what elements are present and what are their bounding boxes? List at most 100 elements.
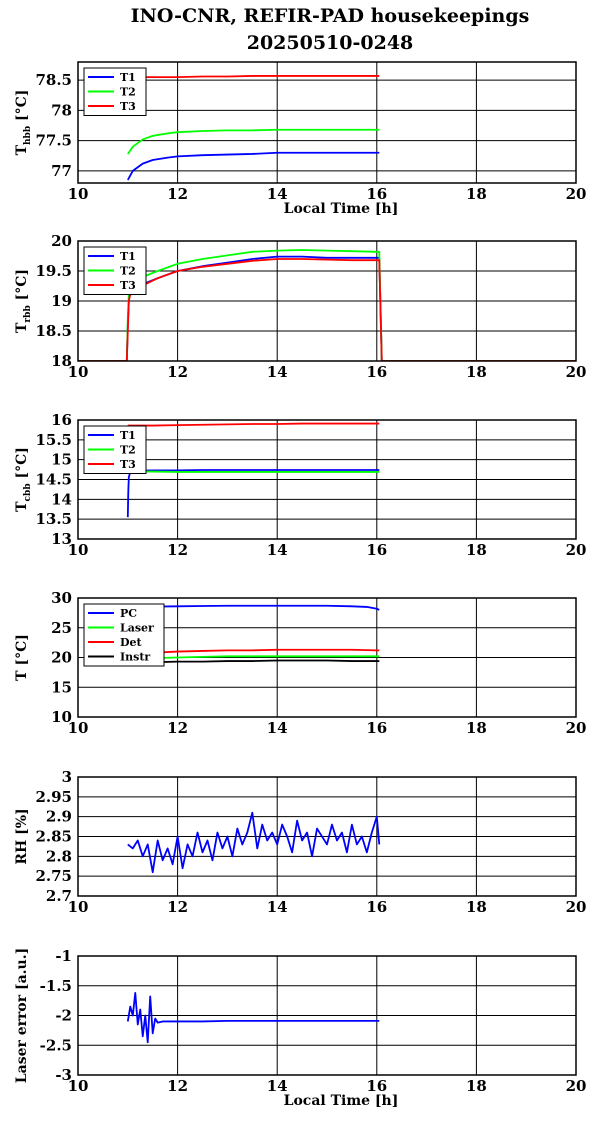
x-tick-label: 10 bbox=[68, 719, 89, 737]
x-tick-label: 20 bbox=[566, 363, 587, 381]
x-tick-label: 20 bbox=[566, 1077, 587, 1095]
plot-frame bbox=[77, 419, 577, 540]
x-tick-label: 12 bbox=[167, 363, 188, 381]
series-line-laser bbox=[127, 655, 380, 660]
y-tick-label: 15.5 bbox=[35, 431, 72, 449]
y-tick-label: 16 bbox=[51, 411, 72, 429]
series-line-instr bbox=[127, 659, 380, 664]
chart-panel-6: 10 12 14 16 18 20 -3 -2.5 -2 -1.5 -1 Laser error [a… bbox=[14, 947, 586, 1109]
legend-label: T2 bbox=[120, 444, 136, 457]
y-tick-label: 13.5 bbox=[35, 510, 72, 528]
y-axis-label: Laser error [a.u.] bbox=[14, 948, 30, 1083]
x-tick-label: 18 bbox=[466, 363, 487, 381]
x-tick-label: 18 bbox=[466, 185, 487, 203]
y-tick-label: -1.5 bbox=[40, 977, 72, 995]
plot-frame bbox=[77, 955, 577, 1076]
y-tick-label: 19.5 bbox=[35, 262, 72, 280]
plot-frame bbox=[77, 597, 577, 718]
y-axis-label: Thbb [°C] bbox=[14, 90, 33, 156]
x-tick-label: 12 bbox=[167, 541, 188, 559]
y-axis-label: RH [%] bbox=[14, 808, 30, 864]
y-tick-label: 77.5 bbox=[35, 132, 72, 150]
y-tick-label: 10 bbox=[51, 708, 72, 726]
series-group bbox=[127, 75, 380, 181]
y-tick-label: 2.75 bbox=[35, 867, 72, 885]
legend-label: T1 bbox=[120, 71, 136, 84]
y-tick-label: 15 bbox=[51, 678, 72, 696]
series-line-pc bbox=[127, 604, 380, 611]
y-tick-label: 14.5 bbox=[35, 471, 72, 489]
y-axis-label: Trbb [°C] bbox=[14, 269, 33, 333]
y-tick-label: 19 bbox=[51, 292, 72, 310]
x-tick-label: 10 bbox=[68, 1077, 89, 1095]
series-group bbox=[126, 991, 380, 1044]
series-line-t3 bbox=[78, 258, 576, 361]
x-tick-label: 14 bbox=[267, 363, 288, 381]
y-tick-label: -1 bbox=[55, 947, 72, 965]
x-tick-label: 20 bbox=[566, 541, 587, 559]
series-line-t3 bbox=[127, 75, 380, 79]
y-tick-label: 77 bbox=[51, 162, 72, 180]
series-line-t1 bbox=[127, 151, 380, 181]
series-line-1 bbox=[126, 991, 380, 1044]
x-axis-label: Local Time [h] bbox=[284, 201, 399, 217]
y-tick-label: 18.5 bbox=[35, 322, 72, 340]
x-tick-label: 20 bbox=[566, 898, 587, 916]
x-tick-label: 14 bbox=[267, 541, 288, 559]
chart-panel-2: 10 12 14 16 18 20 18 18.5 19 19.5 20 Trbb [°C] T1 T2T… bbox=[14, 232, 586, 381]
y-tick-label: 2.7 bbox=[46, 887, 72, 905]
series-line-t1 bbox=[126, 469, 380, 518]
y-tick-label: 20 bbox=[51, 649, 72, 667]
chart-panel-5: 10 12 14 16 18 20 2.7 2.75 2.82.85 2.9 2.95 3 RH [%] bbox=[14, 768, 586, 916]
y-tick-label: 15 bbox=[51, 451, 72, 469]
x-tick-label: 16 bbox=[366, 541, 387, 559]
legend-label: T2 bbox=[120, 265, 136, 278]
x-tick-label: 16 bbox=[366, 363, 387, 381]
y-tick-label: 2.9 bbox=[46, 808, 72, 826]
x-tick-label: 10 bbox=[68, 541, 89, 559]
y-tick-label: 78 bbox=[51, 101, 72, 119]
x-tick-label: 12 bbox=[167, 898, 188, 916]
legend-label: T3 bbox=[120, 458, 136, 471]
series-group bbox=[127, 811, 381, 874]
series-line-1 bbox=[127, 811, 381, 874]
series-line-t3 bbox=[127, 422, 380, 427]
y-tick-label: 14 bbox=[51, 490, 72, 508]
y-tick-label: 13 bbox=[51, 530, 72, 548]
y-axis-label: Tcbb [°C] bbox=[14, 447, 33, 512]
legend-label: PC bbox=[120, 607, 137, 620]
x-tick-label: 14 bbox=[267, 185, 288, 203]
x-tick-label: 18 bbox=[466, 719, 487, 737]
series-line-t2 bbox=[78, 249, 576, 361]
legend-label: T3 bbox=[120, 100, 136, 113]
x-tick-label: 16 bbox=[366, 898, 387, 916]
plot-frame bbox=[77, 61, 577, 184]
figure-title-line2: 20250510-0248 bbox=[247, 32, 414, 54]
series-group bbox=[126, 422, 380, 518]
y-tick-label: 25 bbox=[51, 619, 72, 637]
legend-label: T1 bbox=[120, 429, 136, 442]
y-tick-label: 2.95 bbox=[35, 788, 72, 806]
plot-frame bbox=[77, 776, 577, 897]
legend-label: Instr bbox=[120, 651, 150, 664]
x-tick-label: 12 bbox=[167, 719, 188, 737]
y-tick-label: 2.85 bbox=[35, 828, 72, 846]
x-axis-label: Local Time [h] bbox=[284, 1093, 399, 1109]
x-tick-label: 12 bbox=[167, 1077, 188, 1095]
plot-frame bbox=[77, 240, 577, 362]
x-tick-label: 16 bbox=[366, 719, 387, 737]
series-group bbox=[127, 604, 380, 664]
y-tick-label: 30 bbox=[51, 589, 72, 607]
figure-title-line1: INO-CNR, REFIR-PAD housekeepings bbox=[131, 5, 530, 27]
series-group bbox=[78, 249, 576, 361]
y-tick-label: 3 bbox=[62, 768, 72, 786]
x-tick-label: 10 bbox=[68, 898, 89, 916]
x-tick-label: 20 bbox=[566, 185, 587, 203]
